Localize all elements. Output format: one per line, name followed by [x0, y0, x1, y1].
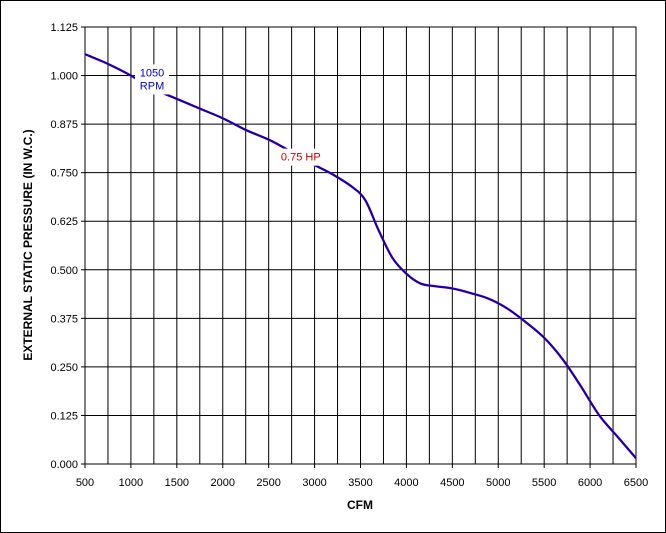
x-tick-label: 6000: [578, 477, 602, 489]
x-tick-label: 1000: [119, 477, 143, 489]
x-axis-ticks: 500 1000 1500 2000 2500 3000 3500 4000 4500 5000 5…: [76, 464, 648, 489]
y-tick-label: 1.125: [50, 22, 78, 34]
y-tick-label: 0.625: [50, 216, 78, 228]
x-tick-label: 5000: [486, 477, 510, 489]
annotation-label: 1050: [140, 67, 164, 79]
x-tick-label: 4000: [394, 477, 418, 489]
x-tick-label: 5500: [532, 477, 556, 489]
x-axis-label: CFM: [347, 498, 373, 512]
y-tick-label: 0.875: [50, 119, 78, 131]
y-axis-ticks: 0.000 0.125 0.250 0.375 0.500 0.625 0.750 0.875…: [50, 22, 85, 471]
y-tick-label: 0.000: [50, 459, 78, 471]
x-tick-label: 3500: [348, 477, 372, 489]
x-tick-label: 4500: [440, 477, 464, 489]
x-tick-label: 2000: [211, 477, 235, 489]
y-tick-label: 0.125: [50, 410, 78, 422]
y-axis-label: EXTERNAL STATIC PRESSURE (IN W.C.): [21, 129, 35, 360]
y-tick-label: 1.000: [50, 71, 78, 83]
annotation-box: [274, 148, 328, 166]
x-tick-label: 2500: [256, 477, 280, 489]
x-tick-label: 1500: [165, 477, 189, 489]
series-line: [84, 53, 637, 459]
annotation-label: 0.75 HP: [281, 152, 321, 164]
y-tick-label: 0.250: [50, 362, 78, 374]
series-layer: [84, 53, 637, 459]
x-tick-label: 3000: [302, 477, 326, 489]
x-tick-label: 6500: [624, 477, 648, 489]
y-tick-label: 0.500: [50, 265, 78, 277]
y-tick-label: 0.375: [50, 313, 78, 325]
annotation-label: RPM: [140, 80, 164, 92]
annotation-box: [135, 64, 170, 95]
y-tick-label: 0.750: [50, 168, 78, 180]
grid-lines: [85, 27, 636, 464]
x-tick-label: 500: [76, 477, 94, 489]
